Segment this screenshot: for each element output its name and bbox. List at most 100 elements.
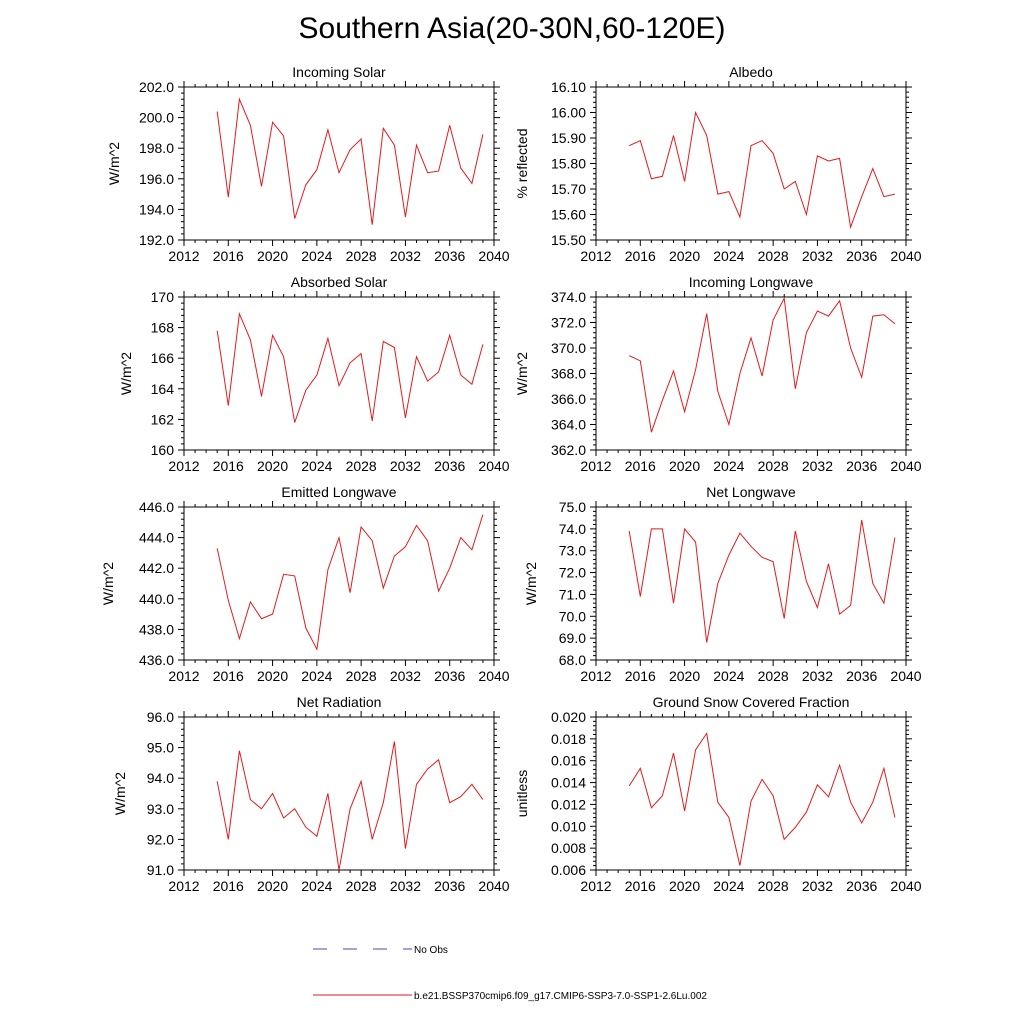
y-tick-label: 446.0 (139, 499, 174, 515)
plot-frame (183, 296, 495, 451)
y-tick-label: 75.0 (559, 499, 586, 515)
x-tick-label: 2020 (669, 248, 700, 264)
y-tick-label: 71.0 (559, 586, 586, 602)
x-tick-label: 2036 (846, 878, 877, 894)
y-tick-label: 200.0 (139, 110, 174, 126)
x-tick-label: 2020 (257, 458, 288, 474)
x-tick-label: 2020 (257, 668, 288, 684)
x-tick-label: 2012 (580, 458, 611, 474)
chart-title: Emitted Longwave (281, 484, 396, 500)
x-tick-label: 2020 (257, 878, 288, 894)
chart-panel-4: Incoming Longwave W/m^2 2012 2016 2020 2024 20… (514, 274, 922, 474)
y-tick-label: 96.0 (147, 709, 174, 725)
y-tick-label: 198.0 (139, 140, 174, 156)
y-tick-label: 166 (151, 350, 175, 366)
x-tick-label: 2028 (346, 668, 377, 684)
chart-title: Incoming Longwave (689, 274, 814, 290)
x-tick-label: 2016 (213, 878, 244, 894)
x-tick-label: 2024 (301, 668, 332, 684)
plot-frame (183, 86, 495, 241)
y-axis-label: W/m^2 (112, 772, 128, 815)
chart-title: Ground Snow Covered Fraction (653, 694, 850, 710)
chart-title: Net Radiation (297, 694, 382, 710)
x-tick-label: 2016 (213, 248, 244, 264)
y-axis-label: W/m^2 (514, 352, 530, 395)
y-tick-label: 0.006 (551, 862, 586, 878)
x-tick-label: 2028 (346, 878, 377, 894)
x-tick-label: 2032 (390, 248, 421, 264)
x-tick-label: 2040 (890, 878, 921, 894)
x-tick-label: 2024 (713, 668, 744, 684)
x-tick-label: 2032 (802, 458, 833, 474)
x-tick-label: 2012 (168, 668, 199, 684)
y-tick-label: 164 (151, 381, 175, 397)
chart-title: Incoming Solar (292, 64, 386, 80)
y-tick-label: 162 (151, 411, 175, 427)
x-tick-label: 2020 (669, 458, 700, 474)
y-tick-label: 364.0 (551, 417, 586, 433)
y-axis-label: unitless (514, 770, 530, 817)
x-tick-label: 2016 (625, 248, 656, 264)
x-tick-label: 2032 (802, 668, 833, 684)
x-tick-label: 2016 (625, 458, 656, 474)
x-tick-label: 2036 (434, 248, 465, 264)
x-tick-label: 2028 (758, 248, 789, 264)
y-axis-label: W/m^2 (100, 562, 116, 605)
plot-frame (183, 506, 495, 661)
y-tick-label: 16.10 (551, 79, 586, 95)
y-tick-label: 0.012 (551, 796, 586, 812)
y-tick-label: 192.0 (139, 232, 174, 248)
x-tick-label: 2024 (301, 458, 332, 474)
y-tick-label: 95.0 (147, 740, 174, 756)
y-tick-label: 374.0 (551, 289, 586, 305)
y-tick-label: 368.0 (551, 366, 586, 382)
y-tick-label: 69.0 (559, 630, 586, 646)
x-tick-label: 2032 (390, 668, 421, 684)
y-tick-label: 436.0 (139, 652, 174, 668)
y-tick-label: 0.014 (551, 775, 586, 791)
y-tick-label: 440.0 (139, 591, 174, 607)
y-tick-label: 72.0 (559, 565, 586, 581)
series-line (628, 296, 896, 433)
series-line (216, 311, 484, 423)
x-tick-label: 2040 (890, 248, 921, 264)
chart-panel-6: Net Longwave W/m^2 2012 2016 2020 2024 2028 203… (523, 484, 922, 684)
x-tick-label: 2012 (168, 458, 199, 474)
x-tick-label: 2016 (213, 458, 244, 474)
y-tick-label: 0.018 (551, 731, 586, 747)
y-tick-label: 170 (151, 289, 175, 305)
chart-panel-5: Emitted Longwave W/m^2 2012 2016 2020 2024 202… (100, 484, 510, 684)
x-tick-label: 2036 (846, 668, 877, 684)
y-tick-label: 73.0 (559, 543, 586, 559)
x-tick-label: 2036 (434, 458, 465, 474)
x-tick-label: 2020 (257, 248, 288, 264)
y-tick-label: 442.0 (139, 560, 174, 576)
chart-panel-7: Net Radiation W/m^2 2012 2016 2020 2024 2028 20… (112, 694, 510, 894)
x-tick-label: 2012 (580, 668, 611, 684)
x-tick-label: 2024 (713, 248, 744, 264)
chart-title: Albedo (729, 64, 773, 80)
x-tick-label: 2040 (890, 668, 921, 684)
y-tick-label: 0.010 (551, 818, 586, 834)
x-tick-label: 2020 (669, 668, 700, 684)
chart-panel-3: Absorbed Solar W/m^2 2012 2016 2020 2024 2028 2… (118, 274, 510, 474)
chart-panel-8: Ground Snow Covered Fraction unitless 2012… (514, 694, 922, 894)
y-tick-label: 94.0 (147, 770, 174, 786)
chart-title: Net Longwave (706, 484, 796, 500)
x-tick-label: 2012 (168, 248, 199, 264)
y-tick-label: 370.0 (551, 340, 586, 356)
x-tick-label: 2040 (890, 458, 921, 474)
y-tick-label: 15.90 (551, 130, 586, 146)
x-tick-label: 2032 (802, 248, 833, 264)
y-tick-label: 0.008 (551, 840, 586, 856)
series-line (216, 97, 484, 225)
y-tick-label: 15.60 (551, 207, 586, 223)
y-axis-label: W/m^2 (118, 352, 134, 395)
x-tick-label: 2024 (301, 878, 332, 894)
x-tick-label: 2012 (580, 248, 611, 264)
series-line (628, 110, 896, 230)
x-tick-label: 2036 (434, 668, 465, 684)
series-line (628, 732, 896, 866)
x-tick-label: 2028 (346, 248, 377, 264)
x-tick-label: 2032 (390, 878, 421, 894)
